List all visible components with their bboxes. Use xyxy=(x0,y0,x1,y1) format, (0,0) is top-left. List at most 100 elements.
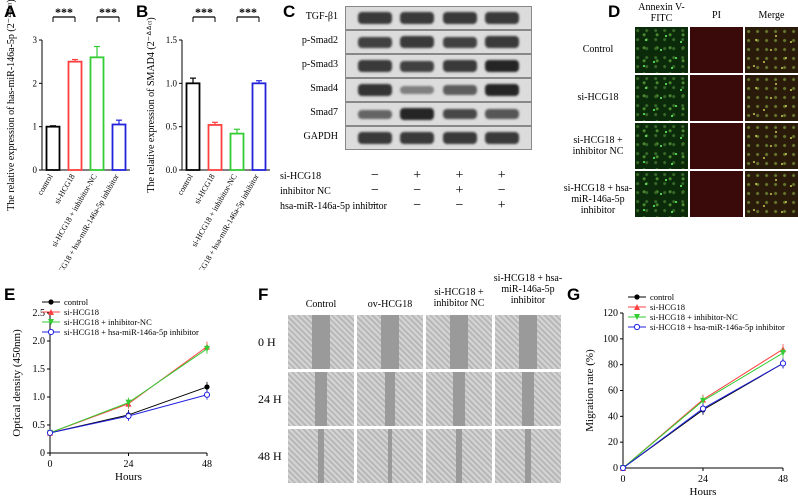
fluorescence-image xyxy=(745,27,798,73)
fluorescent-cell-dot xyxy=(675,105,677,107)
fluorescent-cell-dot xyxy=(763,205,765,207)
g-legend-entry: si-HCG18 + hsa-miR-146a-5p inhibitor xyxy=(650,322,785,332)
apoptosis-fluorescence-panel: Annexin V-FITC PI Merge Control si-HCG18 si-H… xyxy=(540,0,798,236)
fluorescent-cell-dot xyxy=(785,201,787,203)
blot-band xyxy=(400,36,435,48)
e-marker xyxy=(204,345,210,352)
fluorescence-column-header: PI xyxy=(712,10,721,21)
fluorescence-image xyxy=(635,27,688,73)
g-y-tick-label: 20 xyxy=(608,437,618,448)
fluorescent-cell-dot xyxy=(785,153,787,155)
condition-sign: − xyxy=(413,183,422,198)
fluorescence-image xyxy=(690,123,743,169)
western-blot-panel: TGF-β1 p-Smad2 p-Smad3 Smad4 Smad7 GAPDH si-HC… xyxy=(280,0,590,270)
fluorescent-cell-dot xyxy=(643,209,645,211)
blot-band xyxy=(400,132,435,144)
g-y-tick-label: 60 xyxy=(608,386,618,397)
fluorescent-cell-dot xyxy=(770,97,772,99)
fluorescent-cell-dot xyxy=(775,179,777,181)
wound-gap xyxy=(453,372,465,426)
blot-strip xyxy=(345,126,532,150)
blot-band xyxy=(442,36,477,48)
g-x-tick-label: 24 xyxy=(698,474,708,485)
fluorescent-cell-dot xyxy=(675,153,677,155)
fluorescent-cell-dot xyxy=(770,145,772,147)
blot-band xyxy=(484,12,519,24)
blot-band xyxy=(400,107,435,121)
fluorescent-cell-dot xyxy=(755,39,757,41)
e-y-axis-label: Optical density (450nm) xyxy=(11,329,23,437)
blot-band xyxy=(484,36,519,48)
fluorescent-cell-dot xyxy=(645,183,647,185)
b-x-tick-label: control xyxy=(176,172,196,197)
condition-sign: − xyxy=(371,198,379,213)
g-y-tick-label: 100 xyxy=(603,334,618,345)
wound-column-header: si-HCG18 + inhibitor NC xyxy=(433,287,485,309)
fluorescence-image xyxy=(745,171,798,217)
b-significance-marker: *** xyxy=(239,5,257,19)
a-x-tick-label: si-HCG18 xyxy=(52,173,76,206)
wound-gap xyxy=(318,429,324,483)
e-y-tick-label: 0 xyxy=(40,448,45,459)
fluorescent-cell-dot xyxy=(671,67,673,69)
fluorescent-cell-dot xyxy=(665,131,667,133)
g-marker xyxy=(634,314,640,320)
g-marker xyxy=(700,397,706,404)
fluorescent-cell-dot xyxy=(790,89,792,91)
fluorescence-column-header: Annexin V-FITC xyxy=(638,2,685,24)
condition-sign: − xyxy=(497,183,506,198)
fluorescent-cell-dot xyxy=(781,211,783,213)
wound-gap xyxy=(385,372,395,426)
blot-band xyxy=(358,132,392,144)
wound-image xyxy=(357,372,423,426)
e-series-line xyxy=(49,386,208,434)
fluorescent-cell-dot xyxy=(753,113,755,115)
wound-gap xyxy=(525,429,531,483)
blot-band xyxy=(442,12,477,24)
fluorescence-image xyxy=(635,75,688,121)
blot-band xyxy=(484,109,519,119)
wound-healing-panel: Control ov-HCG18 si-HCG18 + inhibitor NC si… xyxy=(258,273,563,502)
blot-band xyxy=(400,86,435,94)
a-bar xyxy=(89,56,105,171)
condition-sign: − xyxy=(413,198,422,213)
b-y-tick-label: 0.0 xyxy=(166,165,178,175)
e-marker xyxy=(48,299,54,305)
fluorescent-cell-dot xyxy=(653,109,655,111)
fluorescence-image xyxy=(690,171,743,217)
g-y-tick-label: 120 xyxy=(603,308,618,319)
fluorescent-cell-dot xyxy=(675,57,677,59)
line-chart-g: 0 20 40 60 80 100 120 0 24 48 Hours Migration rate … xyxy=(584,292,788,498)
wound-gap xyxy=(456,429,462,483)
b-y-tick-label: 0.5 xyxy=(166,122,178,132)
blot-band xyxy=(400,12,435,24)
e-marker xyxy=(46,429,54,436)
fluorescence-image xyxy=(635,171,688,217)
b-bar xyxy=(207,124,223,171)
e-x-tick-label: 24 xyxy=(124,459,134,470)
condition-sign: + xyxy=(497,198,506,213)
fluorescent-cell-dot xyxy=(643,161,645,163)
fluorescent-cell-dot xyxy=(755,87,757,89)
bar-chart-b: 0.0 0.5 1.0 1.5 The relative expression of S… xyxy=(146,5,270,270)
wound-image xyxy=(357,315,423,369)
blot-strip xyxy=(345,102,532,126)
wound-image xyxy=(495,315,561,369)
fluorescent-cell-dot xyxy=(665,179,667,181)
panel-label-e: E xyxy=(4,285,16,304)
panel-label-c: C xyxy=(283,2,296,21)
protein-label: GAPDH xyxy=(303,131,338,142)
condition-sign: − xyxy=(371,183,379,198)
g-series-line xyxy=(622,362,784,469)
blot-strip xyxy=(345,6,532,30)
e-legend-entry: si-HCG18 xyxy=(64,307,99,317)
condition-sign: − xyxy=(371,168,379,183)
wound-gap xyxy=(312,315,330,369)
blot-strip xyxy=(345,30,532,54)
wound-gap xyxy=(388,429,392,483)
fluorescence-image xyxy=(745,123,798,169)
protein-label: TGF-β1 xyxy=(305,11,338,22)
fluorescent-cell-dot xyxy=(775,83,777,85)
fluorescent-cell-dot xyxy=(785,105,787,107)
fluorescent-cell-dot xyxy=(660,49,662,51)
